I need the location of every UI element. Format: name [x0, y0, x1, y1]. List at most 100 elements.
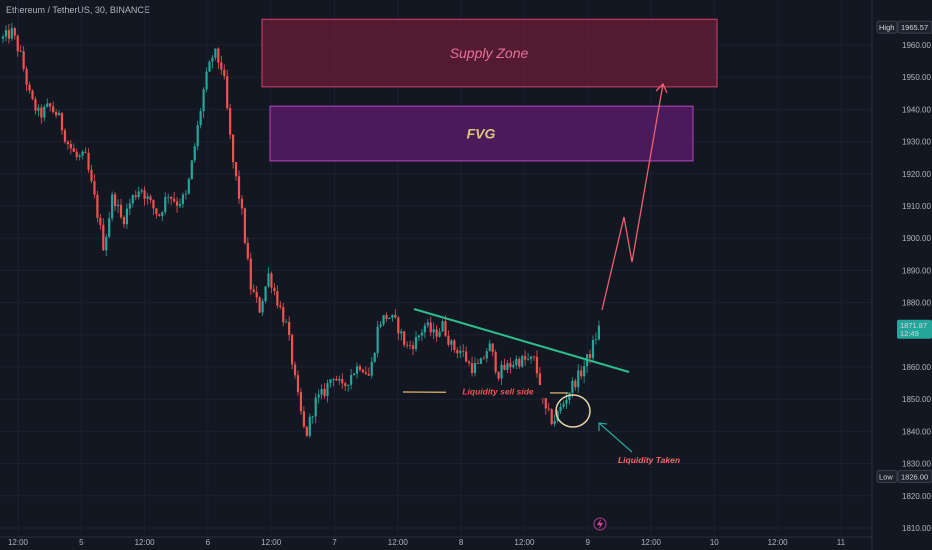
supply-zone-label: Supply Zone	[450, 45, 529, 61]
y-tick-label: 1910.00	[902, 202, 931, 211]
candle	[527, 352, 530, 361]
y-tick-label: 1880.00	[902, 299, 931, 308]
current-price-value: 1871.87	[900, 321, 927, 330]
candle	[149, 194, 152, 204]
candle	[394, 309, 397, 319]
candle	[470, 356, 474, 377]
candle	[25, 66, 28, 92]
candle	[81, 150, 84, 160]
candle	[468, 359, 471, 367]
candle	[497, 370, 500, 381]
candle	[146, 192, 149, 205]
candle	[409, 340, 412, 350]
high-price-value: 1965.57	[901, 23, 928, 32]
x-tick-label: 12:00	[135, 538, 156, 547]
candle	[323, 383, 326, 399]
candle	[208, 59, 211, 72]
candle	[282, 303, 285, 327]
candle	[361, 368, 364, 374]
candle	[488, 339, 491, 352]
candle	[125, 203, 128, 229]
candle	[583, 359, 586, 384]
candle	[170, 196, 173, 206]
candle	[246, 237, 249, 261]
candle	[190, 160, 193, 180]
fvg-zone-label: FVG	[467, 126, 496, 142]
candle	[568, 391, 571, 405]
liquidity-circle	[555, 394, 591, 428]
x-tick-label: 12:00	[514, 538, 535, 547]
candle	[40, 104, 43, 124]
candle	[341, 373, 344, 389]
candle	[406, 341, 409, 349]
x-tick-label: 5	[79, 538, 84, 547]
candle	[594, 332, 598, 345]
high-label-tag	[876, 20, 898, 34]
candle	[7, 23, 10, 44]
candle	[111, 191, 114, 222]
lightning-icon[interactable]	[593, 517, 607, 531]
candle	[205, 67, 208, 93]
candle	[223, 64, 226, 80]
candle	[373, 352, 376, 364]
liquidity-taken-label: Liquidity Taken	[618, 455, 680, 465]
candle	[60, 112, 64, 135]
candle	[524, 350, 527, 366]
liquidity-sell-side-label: Liquidity sell side	[462, 387, 534, 397]
candle	[302, 406, 305, 429]
y-tick-label: 1960.00	[902, 41, 931, 50]
low-price-tag	[897, 469, 932, 483]
candle	[518, 356, 521, 369]
projected-path-arrowhead	[655, 82, 668, 94]
low-price-value: 1826.00	[901, 472, 928, 481]
candle	[473, 357, 477, 377]
candle	[37, 104, 40, 117]
candle	[462, 344, 465, 357]
candle	[261, 298, 264, 316]
candle	[237, 170, 241, 204]
candle	[93, 174, 96, 199]
candle	[87, 148, 90, 173]
candle	[379, 320, 382, 329]
candle	[134, 190, 137, 201]
candle	[311, 415, 314, 424]
candle	[131, 194, 134, 208]
candle	[43, 104, 46, 122]
x-tick-label: 7	[332, 538, 337, 547]
candle	[597, 320, 600, 341]
candle	[417, 334, 421, 341]
candle	[288, 316, 291, 341]
candle	[432, 322, 435, 340]
candle	[547, 403, 550, 412]
candle	[423, 322, 426, 339]
candle	[114, 192, 117, 212]
candle	[559, 402, 562, 415]
candle	[52, 101, 55, 114]
candle	[376, 320, 379, 358]
candle	[459, 345, 462, 358]
sell-side-label-bg	[446, 385, 550, 398]
candle	[305, 426, 308, 437]
liquidity-taken-arrowhead	[598, 422, 608, 431]
x-tick-label: 9	[585, 538, 590, 547]
candle	[506, 360, 509, 374]
candle	[574, 378, 577, 391]
candle	[13, 26, 16, 40]
candle	[108, 212, 111, 239]
candle	[243, 207, 246, 245]
candle	[226, 69, 229, 111]
candle	[544, 398, 547, 415]
candle	[438, 328, 441, 338]
x-tick-label: 6	[206, 538, 211, 547]
candle	[234, 161, 238, 181]
candle	[358, 364, 362, 372]
supply-zone	[261, 18, 718, 88]
candle	[140, 188, 143, 194]
current-price-countdown: 12:49	[900, 329, 919, 338]
descending-trendline	[413, 308, 630, 373]
candle	[128, 198, 131, 216]
candle	[255, 286, 258, 303]
candle	[332, 377, 335, 387]
candle	[299, 388, 303, 415]
candle	[167, 193, 170, 204]
